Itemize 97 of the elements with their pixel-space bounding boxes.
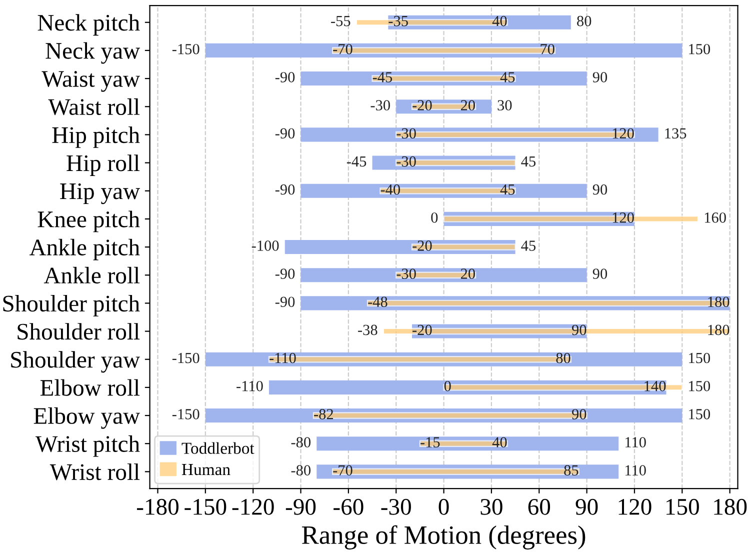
y-tick-label: Neck yaw — [46, 42, 140, 64]
annotation: 85 — [564, 465, 578, 476]
annotation: 90 — [572, 409, 586, 420]
legend-label: Human — [182, 464, 230, 476]
annotation: -38 — [358, 324, 378, 336]
annotation: 90 — [592, 268, 608, 279]
annotation: -110 — [270, 352, 296, 364]
annotation: 80 — [556, 352, 570, 364]
y-tick-label: Shoulder yaw — [11, 351, 140, 373]
annotation: 140 — [644, 380, 666, 392]
annotation: -20 — [412, 240, 432, 251]
annotation: -45 — [346, 156, 366, 167]
y-tick-label: Wrist pitch — [35, 435, 140, 457]
y-tick-label: Hip yaw — [60, 183, 140, 204]
annotation: -45 — [372, 72, 392, 82]
annotation: -90 — [275, 72, 295, 82]
annotation: 150 — [689, 380, 710, 392]
annotation: -20 — [412, 100, 432, 110]
annotation: 0 — [444, 380, 451, 392]
x-tick-label: 30 — [480, 498, 502, 515]
annotation: 45 — [521, 240, 536, 251]
x-tick-label: -120 — [232, 498, 274, 515]
annotation: 45 — [500, 72, 515, 82]
x-tick-label: -30 — [381, 498, 411, 515]
y-tick-label: Wrist roll — [50, 463, 140, 480]
x-tick-label: 60 — [528, 498, 550, 515]
y-tick-label: Elbow roll — [40, 379, 140, 396]
annotation: 90 — [572, 324, 586, 336]
x-tick-label: 150 — [666, 498, 699, 515]
annotation: -90 — [275, 268, 295, 279]
annotation: -48 — [368, 296, 388, 308]
x-tick-label: -90 — [286, 498, 316, 515]
y-tick-label: Knee pitch — [38, 210, 140, 232]
y-tick-label: Shoulder pitch — [3, 294, 140, 316]
x-tick-label: -60 — [334, 498, 364, 515]
annotation: 135 — [665, 128, 686, 139]
annotation: -35 — [388, 16, 408, 26]
annotation: 150 — [689, 409, 710, 420]
x-tick-label: 120 — [618, 498, 652, 515]
x-axis-title: Range of Motion (degrees) — [302, 525, 586, 550]
annotation: -150 — [172, 44, 200, 54]
annotation: 30 — [498, 100, 512, 110]
y-tick-label: Elbow yaw — [34, 407, 140, 429]
annotation: -30 — [396, 128, 416, 139]
legend-label: Toddlerbot — [182, 442, 254, 454]
annotation: 40 — [492, 16, 507, 26]
annotation: 110 — [625, 465, 646, 476]
annotation: 20 — [460, 268, 475, 279]
annotation: 150 — [689, 44, 710, 54]
annotation: -40 — [380, 184, 400, 195]
annotation: 180 — [708, 324, 730, 336]
y-tick-label: Ankle pitch — [29, 238, 140, 260]
annotation: 90 — [592, 184, 608, 195]
annotation: -80 — [291, 437, 311, 448]
y-tick-label: Shoulder roll — [18, 323, 140, 340]
annotation: 120 — [612, 128, 634, 139]
annotation: 70 — [540, 44, 554, 54]
annotation: -90 — [275, 128, 295, 139]
annotation: -90 — [275, 296, 295, 308]
annotation: 180 — [708, 296, 730, 308]
y-tick-label: Waist yaw — [42, 71, 140, 92]
annotation: 110 — [625, 437, 646, 448]
annotation: -55 — [331, 16, 350, 26]
annotation: -20 — [412, 324, 432, 336]
annotation: -30 — [396, 268, 416, 279]
annotation: 20 — [460, 100, 475, 110]
annotation: 45 — [500, 184, 515, 195]
y-tick-label: Waist roll — [48, 98, 140, 116]
annotation: 160 — [704, 212, 726, 223]
annotation: -80 — [291, 465, 311, 476]
annotation: -30 — [396, 156, 416, 167]
annotation: -90 — [275, 184, 295, 195]
x-tick-label: -150 — [184, 498, 226, 515]
annotation: -15 — [420, 437, 440, 448]
annotation: -82 — [314, 409, 333, 420]
y-tick-label: Hip roll — [66, 154, 140, 176]
annotation: -70 — [333, 44, 352, 54]
annotation: -30 — [370, 100, 390, 110]
annotation: -100 — [252, 240, 279, 251]
annotation: 120 — [612, 212, 634, 223]
annotation: -150 — [172, 352, 200, 364]
annotation: -150 — [172, 409, 200, 420]
x-tick-label: 180 — [714, 498, 747, 515]
y-tick-label: Ankle roll — [44, 266, 140, 284]
annotation: -110 — [236, 380, 263, 392]
x-tick-label: 90 — [576, 498, 598, 515]
annotation: 40 — [492, 437, 507, 448]
annotation: 150 — [689, 352, 710, 364]
x-tick-label: -180 — [136, 498, 178, 515]
annotation: 45 — [521, 156, 536, 167]
annotation: 0 — [431, 212, 438, 223]
annotation: -70 — [333, 465, 352, 476]
x-tick-label: 0 — [438, 498, 449, 515]
annotation: 80 — [577, 16, 592, 26]
y-tick-label: Neck pitch — [38, 14, 140, 36]
y-tick-label: Hip pitch — [52, 126, 140, 148]
annotation: 90 — [592, 72, 608, 82]
